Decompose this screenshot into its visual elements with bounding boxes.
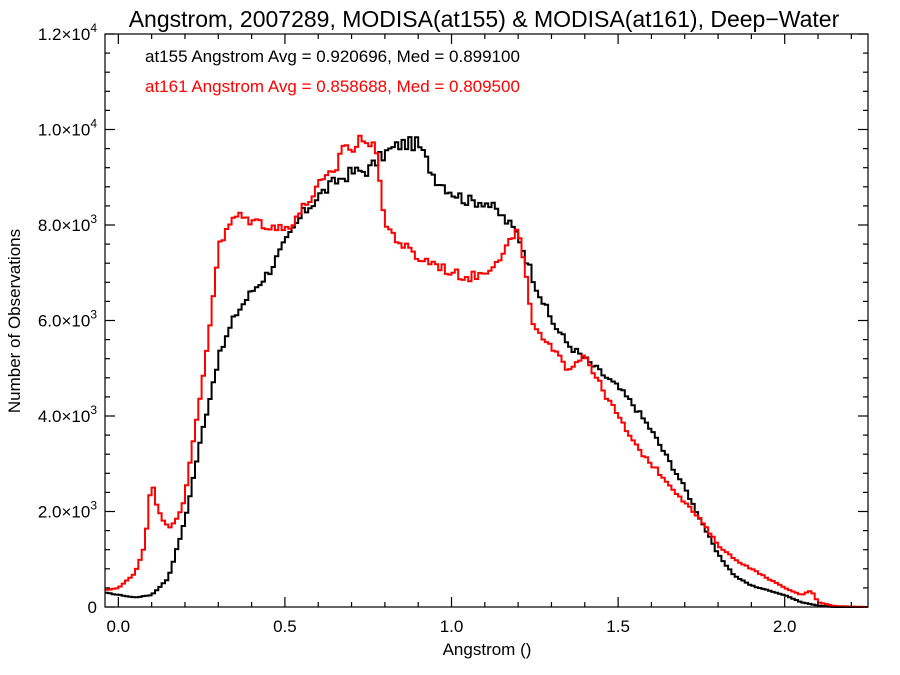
annotation-at155: at155 Angstrom Avg = 0.920696, Med = 0.8…: [145, 47, 520, 66]
x-tick-label: 0.0: [107, 617, 131, 636]
y-tick-mantissa: 1.0×10: [38, 121, 90, 140]
y-tick-label: 0: [88, 598, 97, 617]
y-tick-exponent: 4: [90, 21, 97, 35]
x-tick-label: 1.5: [606, 617, 630, 636]
x-tick-label: 2.0: [773, 617, 797, 636]
y-tick-label: 6.0×103: [38, 308, 97, 331]
y-tick-exponent: 3: [90, 403, 97, 417]
y-tick-exponent: 3: [90, 212, 97, 226]
series-line-2: [105, 134, 868, 608]
plot-frame: [104, 33, 869, 608]
y-tick-mantissa: 1.2×10: [38, 25, 90, 44]
tick-layer: [105, 33, 868, 608]
x-tick-label: 1.0: [440, 617, 464, 636]
series-line-1: [105, 136, 868, 608]
chart-title: Angstrom, 2007289, MODISA(at155) & MODIS…: [129, 6, 840, 32]
series-layer: [105, 134, 868, 608]
annotation-at161: at161 Angstrom Avg = 0.858688, Med = 0.8…: [145, 77, 520, 96]
y-tick-label: 8.0×103: [38, 212, 97, 235]
y-axis-label: Number of Observations: [5, 229, 24, 413]
x-tick-label: 0.5: [273, 617, 297, 636]
y-tick-mantissa: 6.0×10: [38, 312, 90, 331]
y-tick-mantissa: 4.0×10: [38, 407, 90, 426]
y-tick-exponent: 3: [90, 499, 97, 513]
y-tick-exponent: 3: [90, 308, 97, 322]
x-axis-label: Angstrom (): [443, 640, 532, 659]
y-tick-label: 1.0×104: [38, 117, 97, 140]
y-tick-label: 4.0×103: [38, 403, 97, 426]
y-tick-label: 1.2×104: [38, 21, 97, 44]
y-tick-mantissa: 2.0×10: [38, 503, 90, 522]
x-tick-labels: 0.0 0.5 1.0 1.5 2.0: [107, 617, 797, 636]
y-tick-mantissa: 8.0×10: [38, 216, 90, 235]
y-tick-mantissa: 0: [88, 598, 97, 617]
y-tick-labels: 02.0×1034.0×1036.0×1038.0×1031.0×1041.2×…: [38, 21, 97, 617]
y-tick-exponent: 4: [90, 117, 97, 131]
y-tick-label: 2.0×103: [38, 499, 97, 522]
